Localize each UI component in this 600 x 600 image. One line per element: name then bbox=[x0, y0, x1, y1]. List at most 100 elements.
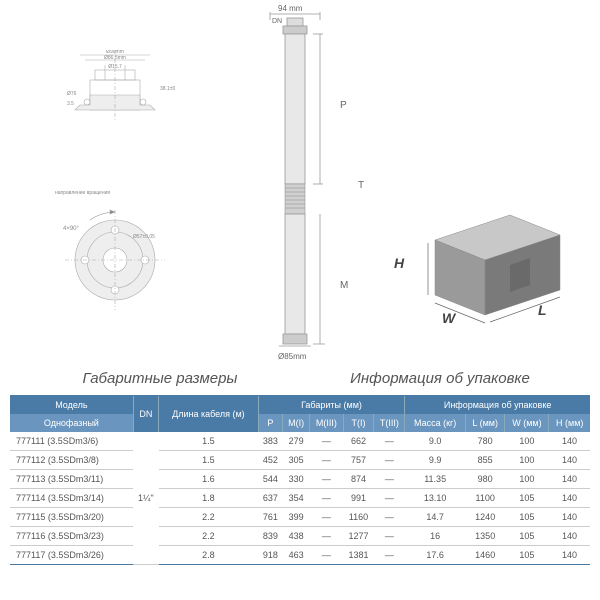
cell-model: 777115 (3.5SDm3/20) bbox=[10, 508, 133, 527]
cell-h: 140 bbox=[549, 489, 590, 508]
cell-miii: — bbox=[310, 527, 343, 546]
table-row: 777115 (3.5SDm3/20)2.2761399—1160—14.712… bbox=[10, 508, 590, 527]
cell-p: 383 bbox=[258, 432, 282, 451]
cell-l: 780 bbox=[466, 432, 505, 451]
cell-tiii: — bbox=[374, 527, 405, 546]
table-body: 777111 (3.5SDm3/6)1¼"1.5383279—662—9.078… bbox=[10, 432, 590, 565]
package-label-h: H bbox=[394, 255, 404, 271]
th-pack: Информация об упаковке bbox=[405, 396, 590, 414]
cell-model: 777116 (3.5SDm3/23) bbox=[10, 527, 133, 546]
cell-cable: 1.8 bbox=[159, 489, 259, 508]
dimension-label-t: T bbox=[358, 180, 364, 191]
cell-mass: 9.0 bbox=[405, 432, 466, 451]
cell-p: 544 bbox=[258, 470, 282, 489]
cell-p: 918 bbox=[258, 546, 282, 565]
table-row: 777117 (3.5SDm3/26)2.8918463—1381—17.614… bbox=[10, 546, 590, 565]
table-row: 777112 (3.5SDm3/8)1.5452305—757—9.985510… bbox=[10, 451, 590, 470]
cell-tiii: — bbox=[374, 489, 405, 508]
th-miii: M(III) bbox=[310, 414, 343, 432]
cell-mi: 399 bbox=[283, 508, 310, 527]
dim-angle: 4×90° bbox=[63, 226, 80, 232]
cell-tiii: — bbox=[374, 432, 405, 451]
cell-tiii: — bbox=[374, 508, 405, 527]
cell-w: 105 bbox=[505, 508, 549, 527]
cell-cable: 2.2 bbox=[159, 508, 259, 527]
cell-h: 140 bbox=[549, 527, 590, 546]
table-row: 777114 (3.5SDm3/14)1.8637354—991—13.1011… bbox=[10, 489, 590, 508]
cell-p: 761 bbox=[258, 508, 282, 527]
cell-ti: 662 bbox=[343, 432, 374, 451]
cell-ti: 757 bbox=[343, 451, 374, 470]
cell-mi: 330 bbox=[283, 470, 310, 489]
cell-tiii: — bbox=[374, 546, 405, 565]
pump-base-label: Ø85mm bbox=[278, 352, 306, 361]
dim-h38: 38.1±0.1 bbox=[160, 86, 175, 92]
cell-mi: 305 bbox=[283, 451, 310, 470]
cell-ti: 874 bbox=[343, 470, 374, 489]
mechanical-drawing-top: Ø90mm Ø86.5mm Ø15.7 38.1±0.1 3.5 Ø76 bbox=[55, 50, 175, 130]
cell-ti: 1277 bbox=[343, 527, 374, 546]
cell-h: 140 bbox=[549, 546, 590, 565]
cell-miii: — bbox=[310, 470, 343, 489]
cell-h: 140 bbox=[549, 470, 590, 489]
cell-w: 100 bbox=[505, 470, 549, 489]
spec-table: Модель DN Длина кабеля (м) Габариты (мм)… bbox=[10, 395, 590, 565]
cell-miii: — bbox=[310, 489, 343, 508]
cell-p: 452 bbox=[258, 451, 282, 470]
pump-drawing bbox=[265, 10, 325, 350]
mechanical-drawing-flange: 4×90° Ø57±0.05 bbox=[55, 200, 175, 320]
cell-p: 637 bbox=[258, 489, 282, 508]
th-mass: Масса (кг) bbox=[405, 414, 466, 432]
cell-ti: 1381 bbox=[343, 546, 374, 565]
cell-mass: 14.7 bbox=[405, 508, 466, 527]
title-dimensions: Габаритные размеры bbox=[20, 370, 300, 387]
cell-mass: 16 bbox=[405, 527, 466, 546]
th-cable: Длина кабеля (м) bbox=[159, 396, 259, 432]
cell-model: 777117 (3.5SDm3/26) bbox=[10, 546, 133, 565]
cell-mi: 354 bbox=[283, 489, 310, 508]
table-row: 777111 (3.5SDm3/6)1¼"1.5383279—662—9.078… bbox=[10, 432, 590, 451]
table-row: 777113 (3.5SDm3/11)1.6544330—874—11.3598… bbox=[10, 470, 590, 489]
table-row: 777116 (3.5SDm3/23)2.2839438—1277—161350… bbox=[10, 527, 590, 546]
cell-mi: 279 bbox=[283, 432, 310, 451]
cell-h: 140 bbox=[549, 451, 590, 470]
th-tiii: T(III) bbox=[374, 414, 405, 432]
dim-d157: Ø15.7 bbox=[108, 64, 122, 70]
cell-l: 1460 bbox=[466, 546, 505, 565]
cell-l: 1240 bbox=[466, 508, 505, 527]
dim-d86: Ø86.5mm bbox=[104, 55, 126, 61]
th-w: W (мм) bbox=[505, 414, 549, 432]
dimension-label-m: M bbox=[340, 280, 348, 291]
dim-h35: 3.5 bbox=[67, 101, 74, 107]
cell-ti: 1160 bbox=[343, 508, 374, 527]
cell-cable: 2.8 bbox=[159, 546, 259, 565]
th-p: P bbox=[258, 414, 282, 432]
dim-d76: Ø76 bbox=[67, 91, 77, 97]
cell-dn: 1¼" bbox=[133, 432, 158, 565]
cell-w: 105 bbox=[505, 527, 549, 546]
cell-l: 1100 bbox=[466, 489, 505, 508]
th-dn: DN bbox=[133, 396, 158, 432]
cell-miii: — bbox=[310, 546, 343, 565]
th-phase: Однофазный bbox=[10, 414, 133, 432]
cell-l: 855 bbox=[466, 451, 505, 470]
cell-tiii: — bbox=[374, 470, 405, 489]
package-label-l: L bbox=[538, 302, 547, 318]
cell-model: 777112 (3.5SDm3/8) bbox=[10, 451, 133, 470]
th-model: Модель bbox=[10, 396, 133, 414]
section-titles: Габаритные размеры Информация об упаковк… bbox=[0, 370, 600, 387]
cell-h: 140 bbox=[549, 432, 590, 451]
cell-mass: 9.9 bbox=[405, 451, 466, 470]
cell-model: 777111 (3.5SDm3/6) bbox=[10, 432, 133, 451]
cell-mi: 463 bbox=[283, 546, 310, 565]
cell-ti: 991 bbox=[343, 489, 374, 508]
cell-miii: — bbox=[310, 508, 343, 527]
cell-mass: 11.35 bbox=[405, 470, 466, 489]
th-mi: M(I) bbox=[283, 414, 310, 432]
cell-p: 839 bbox=[258, 527, 282, 546]
cell-cable: 1.6 bbox=[159, 470, 259, 489]
cell-w: 105 bbox=[505, 546, 549, 565]
dimension-label-p: P bbox=[340, 100, 347, 111]
technical-drawings-area: Ø90mm Ø86.5mm Ø15.7 38.1±0.1 3.5 Ø76 нап… bbox=[0, 0, 600, 370]
cell-model: 777113 (3.5SDm3/11) bbox=[10, 470, 133, 489]
